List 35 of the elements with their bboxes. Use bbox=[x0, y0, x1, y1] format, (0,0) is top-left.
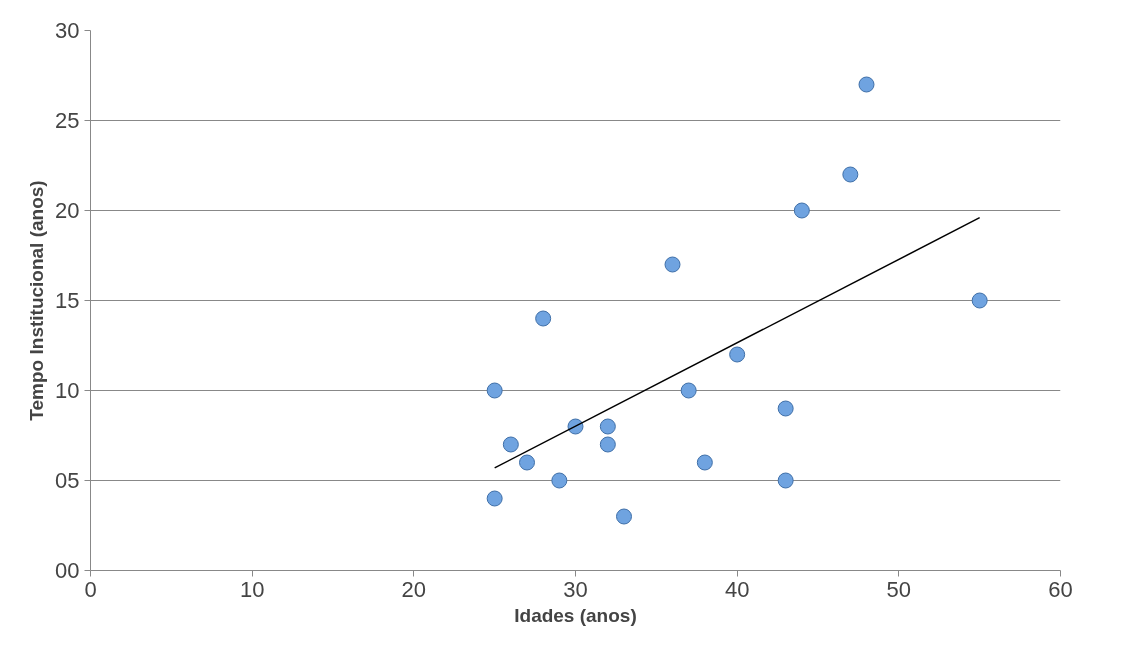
x-tick-label: 20 bbox=[401, 576, 427, 602]
y-tick-label: 10 bbox=[55, 378, 80, 403]
point bbox=[842, 166, 859, 183]
point bbox=[729, 346, 746, 363]
point bbox=[664, 256, 681, 273]
point bbox=[971, 292, 988, 309]
x-tick-label: 30 bbox=[563, 576, 588, 602]
point bbox=[599, 436, 616, 453]
point bbox=[858, 76, 875, 93]
point bbox=[599, 418, 616, 435]
point bbox=[777, 400, 794, 417]
point bbox=[777, 472, 794, 489]
y-tick-label: 05 bbox=[55, 468, 80, 493]
x-tick-label: 10 bbox=[239, 576, 265, 602]
point bbox=[486, 490, 503, 507]
point bbox=[502, 436, 519, 453]
point bbox=[793, 202, 810, 219]
point bbox=[535, 310, 552, 327]
point bbox=[616, 508, 632, 525]
point bbox=[680, 382, 697, 399]
y-tick-label: 15 bbox=[55, 288, 80, 313]
y-axis-title: Tempo Institucional (anos) bbox=[26, 180, 48, 421]
point bbox=[486, 382, 503, 399]
x-tick-label: 50 bbox=[886, 576, 912, 602]
y-tick-label: 00 bbox=[55, 558, 80, 583]
point bbox=[696, 454, 713, 471]
point bbox=[551, 472, 568, 489]
x-tick-label: 0 bbox=[84, 576, 97, 602]
y-tick-label: 25 bbox=[55, 108, 80, 133]
y-tick-label: 20 bbox=[55, 198, 80, 223]
point bbox=[519, 454, 535, 471]
y-tick-label: 30 bbox=[55, 18, 80, 43]
x-tick-label: 40 bbox=[724, 576, 750, 602]
x-tick-label: 60 bbox=[1048, 576, 1073, 602]
x-axis-title: Idades (anos) bbox=[514, 604, 637, 626]
